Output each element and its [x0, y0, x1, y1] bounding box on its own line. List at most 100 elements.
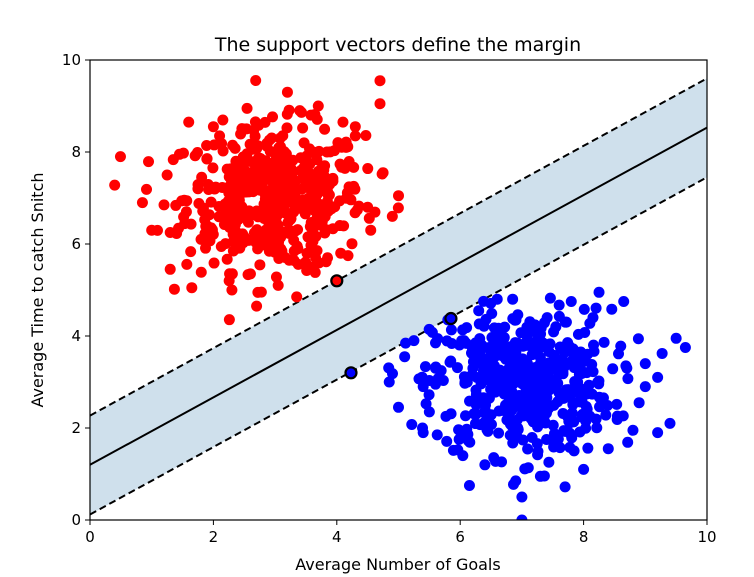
x-tick-label: 10: [697, 528, 716, 546]
scatter-point: [566, 407, 578, 419]
scatter-point: [230, 172, 242, 184]
scatter-point: [232, 242, 244, 254]
scatter-point: [627, 424, 639, 436]
y-tick-label: 10: [62, 51, 81, 69]
scatter-point: [526, 349, 538, 361]
scatter-point: [533, 325, 545, 337]
scatter-point: [208, 257, 220, 269]
scatter-point: [226, 284, 238, 296]
scatter-point: [460, 410, 472, 422]
scatter-point: [263, 245, 275, 257]
scatter-point: [467, 362, 479, 374]
scatter-point: [525, 405, 537, 417]
scatter-point: [507, 313, 519, 325]
scatter-point: [572, 328, 584, 340]
scatter-point: [284, 188, 296, 200]
scatter-point: [492, 345, 504, 357]
scatter-point: [600, 409, 612, 421]
x-tick-label: 6: [455, 528, 465, 546]
scatter-point: [297, 122, 309, 134]
scatter-point: [417, 427, 429, 439]
scatter-point: [639, 358, 651, 370]
scatter-point: [248, 124, 260, 136]
scatter-point: [552, 377, 564, 389]
scatter-point: [205, 196, 217, 208]
scatter-point: [417, 381, 429, 393]
y-tick-label: 4: [71, 327, 81, 345]
scatter-point: [321, 186, 333, 198]
scatter-point: [207, 121, 219, 133]
scatter-point: [252, 243, 264, 255]
scatter-point: [517, 434, 529, 446]
scatter-point: [430, 361, 442, 373]
scatter-point: [459, 377, 471, 389]
scatter-point: [550, 434, 562, 446]
scatter-point: [580, 401, 592, 413]
scatter-point: [587, 366, 599, 378]
scatter-point: [506, 404, 518, 416]
scatter-point: [567, 397, 579, 409]
scatter-point: [588, 339, 600, 351]
scatter-point: [578, 303, 590, 315]
x-axis-ticks: 0 2 4 6 8 10: [85, 520, 717, 546]
scatter-point: [423, 389, 435, 401]
scatter-point: [197, 202, 209, 214]
scatter-point: [441, 435, 453, 447]
scatter-point: [639, 381, 651, 393]
scatter-point: [143, 156, 155, 168]
scatter-point: [254, 184, 266, 196]
scatter-point: [161, 169, 173, 181]
scatter-point: [291, 291, 303, 303]
scatter-point: [463, 480, 475, 491]
scatter-point: [191, 146, 203, 158]
scatter-point: [565, 296, 577, 307]
scatter-point: [575, 383, 587, 395]
scatter-point: [302, 193, 314, 205]
scatter-point: [377, 167, 389, 179]
plot-frame: [89, 59, 708, 521]
scatter-point: [560, 384, 572, 396]
scatter-point: [664, 417, 676, 429]
y-tick-label: 0: [71, 511, 81, 529]
plot-area: [90, 74, 707, 520]
scatter-point: [275, 155, 287, 167]
scatter-point: [511, 340, 523, 352]
scatter-point: [527, 385, 539, 397]
scatter-point: [584, 317, 596, 329]
scatter-point: [473, 305, 485, 317]
scatter-point: [602, 443, 614, 455]
scatter-point: [238, 186, 250, 198]
scatter-point: [339, 162, 351, 174]
scatter-point: [210, 181, 222, 193]
scatter-point: [431, 429, 443, 441]
scatter-point: [316, 216, 328, 228]
scatter-point: [423, 323, 435, 335]
scatter-point: [482, 374, 494, 386]
scatter-point: [531, 335, 543, 347]
scatter-point: [217, 114, 229, 126]
scatter-point: [312, 165, 324, 177]
scatter-point: [362, 163, 374, 175]
scatter-point: [500, 353, 512, 365]
scatter-point: [301, 247, 313, 259]
scatter-point: [328, 145, 340, 157]
scatter-point: [349, 121, 361, 133]
scatter-point: [259, 116, 271, 128]
scatter-point: [541, 312, 553, 324]
scatter-point: [170, 199, 182, 211]
scatter-point: [383, 362, 395, 374]
points-layer: [109, 74, 691, 520]
scatter-point: [241, 148, 253, 160]
scatter-point: [221, 253, 233, 265]
scatter-point: [283, 104, 295, 116]
support-vector-point: [330, 274, 344, 288]
support-vectors-layer: [330, 274, 458, 380]
y-tick-label: 2: [71, 419, 81, 437]
scatter-point: [164, 263, 176, 275]
scatter-point: [522, 443, 534, 455]
scatter-point: [478, 320, 490, 332]
scatter-point: [652, 427, 664, 439]
scatter-point: [322, 252, 334, 264]
scatter-point: [437, 374, 449, 386]
scatter-point: [158, 199, 170, 211]
